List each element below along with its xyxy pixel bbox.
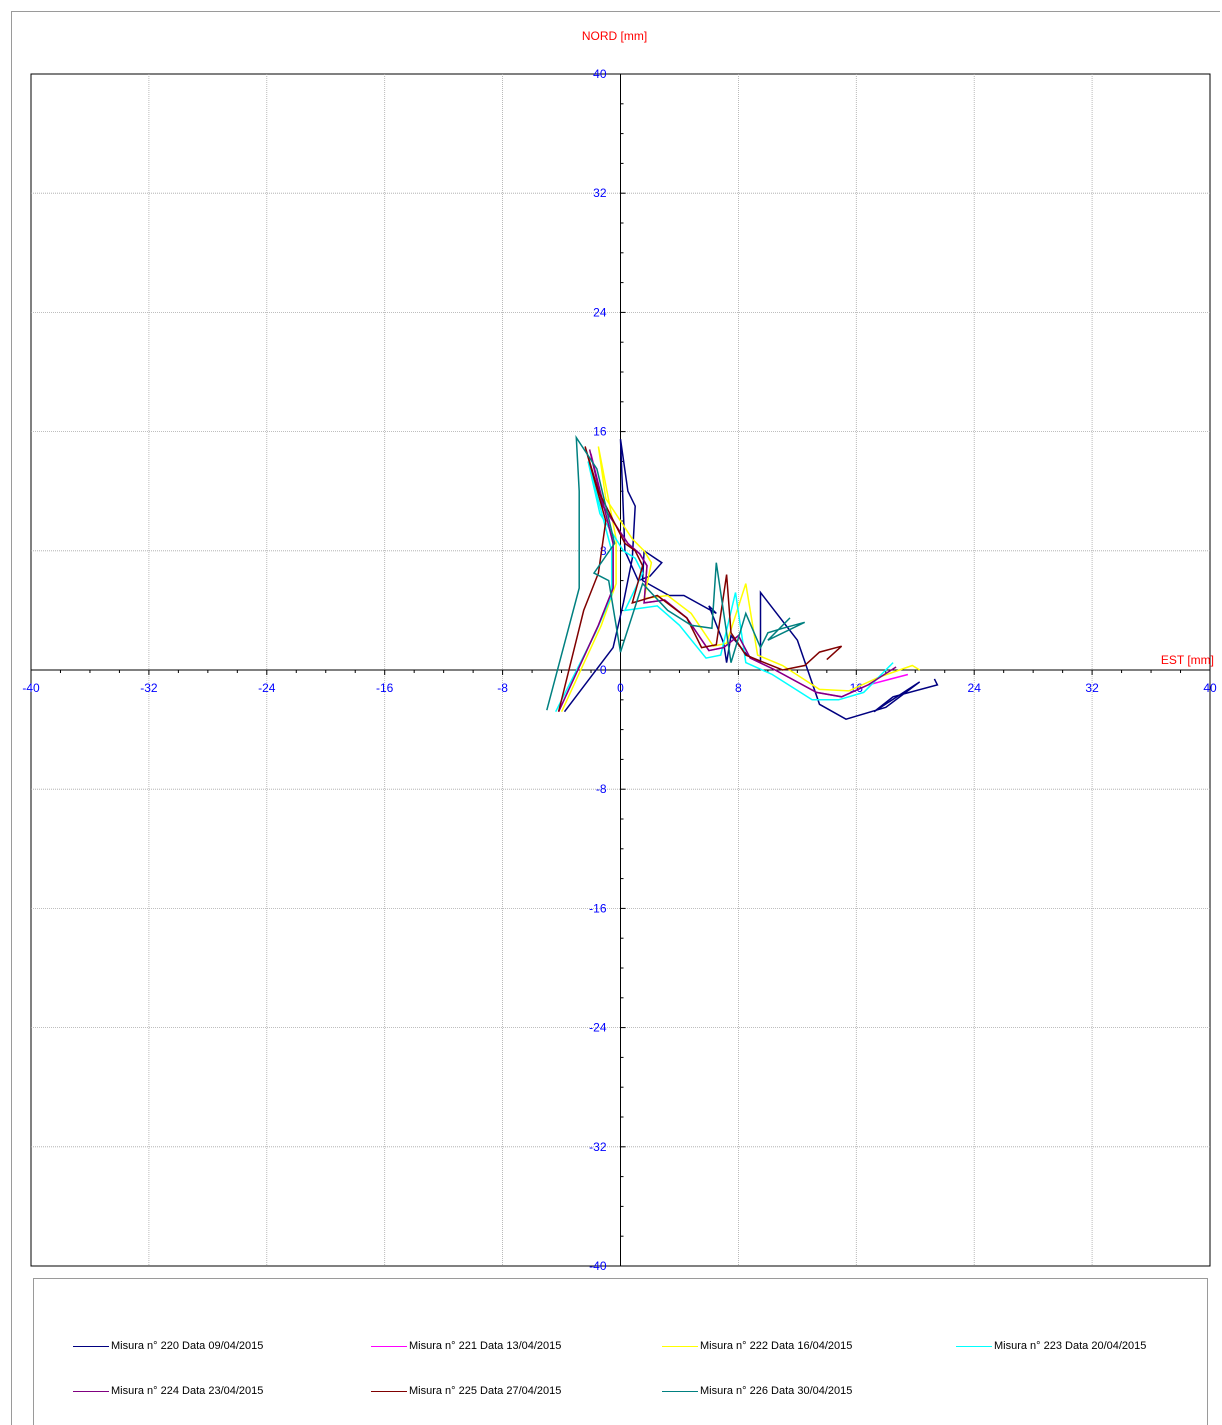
legend-swatch [73,1345,109,1347]
y-tick-label: 24 [593,305,607,319]
legend-swatch [956,1345,992,1347]
legend-swatch [73,1390,109,1392]
y-tick-label: 8 [600,544,607,558]
y-tick-label: -16 [589,901,607,915]
x-tick-label: 32 [1085,681,1099,695]
y-tick-label: 40 [593,67,607,81]
legend-item: Misura n° 222 Data 16/04/2015 [662,1340,852,1352]
x-tick-label: 24 [968,681,982,695]
x-axis-title: EST [mm] [1161,653,1214,667]
y-tick-label: -40 [589,1259,607,1273]
legend-item: Misura n° 225 Data 27/04/2015 [371,1385,561,1397]
legend-item: Misura n° 223 Data 20/04/2015 [956,1340,1146,1352]
legend-label: Misura n° 225 Data 27/04/2015 [409,1385,562,1397]
legend-swatch [371,1390,407,1392]
x-tick-label: -24 [258,681,276,695]
y-tick-label: -8 [596,782,607,796]
legend: Misura n° 220 Data 09/04/2015 Misura n° 2… [33,1278,1208,1425]
series-line-3 [560,446,921,713]
series-line-6 [557,446,843,712]
legend-swatch [662,1345,698,1347]
legend-item: Misura n° 224 Data 23/04/2015 [73,1385,263,1397]
legend-label: Misura n° 221 Data 13/04/2015 [409,1340,562,1352]
x-tick-label: 40 [1203,681,1217,695]
chart-frame [11,11,1220,1425]
x-tick-label: 8 [735,681,742,695]
y-tick-label: -24 [589,1021,607,1035]
legend-item: Misura n° 220 Data 09/04/2015 [73,1340,263,1352]
legend-swatch [371,1345,407,1347]
y-axis-title: NORD [mm] [582,29,647,43]
x-tick-label: 0 [617,681,624,695]
x-tick-label: -40 [22,681,40,695]
x-tick-label: -32 [140,681,158,695]
series-line-7 [546,434,806,711]
legend-label: Misura n° 220 Data 09/04/2015 [111,1340,264,1352]
y-tick-label: 16 [593,425,607,439]
y-tick-label: -32 [589,1140,607,1154]
x-tick-label: -16 [376,681,394,695]
legend-item: Misura n° 221 Data 13/04/2015 [371,1340,561,1352]
y-tick-label: 32 [593,186,607,200]
legend-item: Misura n° 226 Data 30/04/2015 [662,1385,852,1397]
legend-swatch [662,1390,698,1392]
series-line-5 [557,449,897,713]
legend-label: Misura n° 226 Data 30/04/2015 [700,1385,853,1397]
legend-label: Misura n° 222 Data 16/04/2015 [700,1340,853,1352]
x-tick-label: -8 [497,681,508,695]
legend-label: Misura n° 223 Data 20/04/2015 [994,1340,1147,1352]
legend-label: Misura n° 224 Data 23/04/2015 [111,1385,264,1397]
series-line-4 [555,461,894,713]
y-tick-label: 0 [600,663,607,677]
